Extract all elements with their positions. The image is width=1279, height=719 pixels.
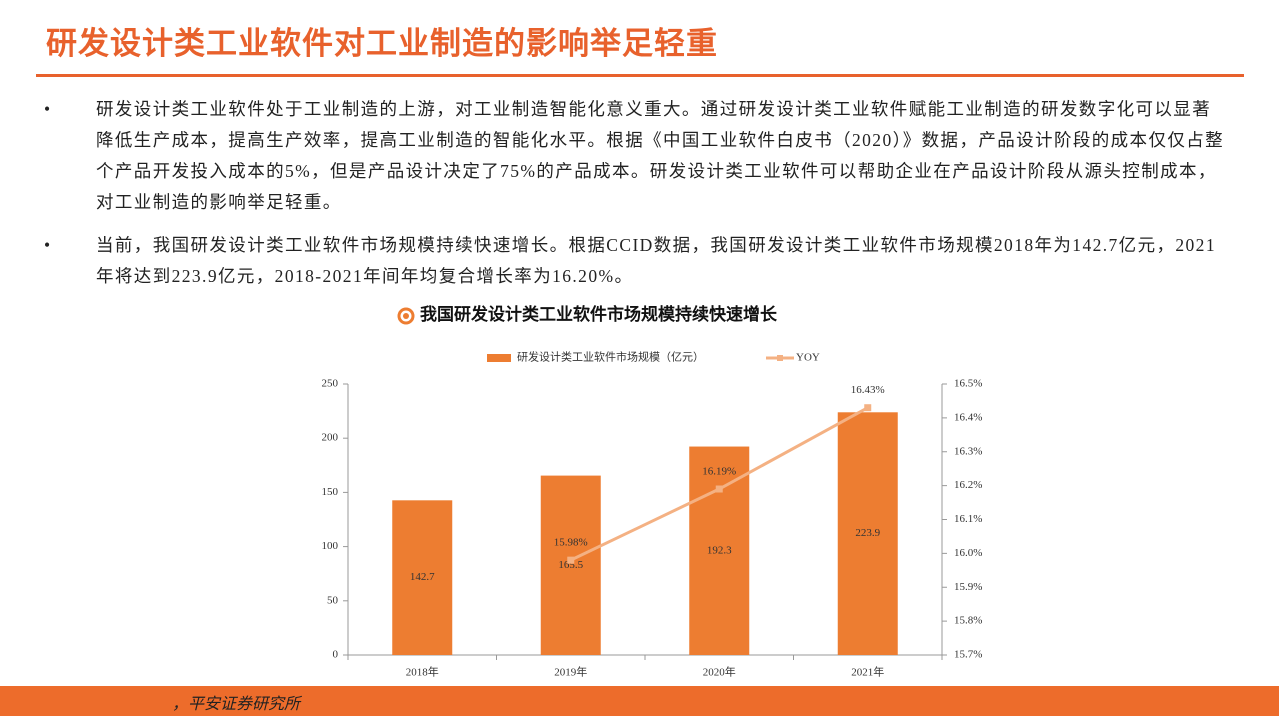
x-tick-label: 2018年 — [406, 665, 439, 679]
bar — [540, 475, 601, 655]
yoy-value-label: 16.19% — [702, 466, 736, 478]
yoy-marker — [567, 556, 575, 564]
y2-tick-label: 16.2% — [954, 479, 982, 491]
y2-tick-label: 15.9% — [954, 581, 982, 593]
y2-tick-label: 16.4% — [954, 411, 982, 423]
bullet-text: 当前，我国研发设计类工业软件市场规模持续快速增长。根据CCID数据，我国研发设计… — [44, 230, 1226, 292]
bar — [392, 500, 453, 655]
bar-value-label: 192.3 — [707, 544, 732, 556]
y-tick-label: 250 — [322, 378, 339, 390]
x-tick-label: 2021年 — [851, 665, 884, 679]
y2-tick-label: 15.8% — [954, 615, 982, 627]
bullet-text: 研发设计类工业软件处于工业制造的上游，对工业制造智能化意义重大。通过研发设计类工… — [44, 94, 1226, 218]
bar-value-label: 223.9 — [855, 527, 880, 539]
y-tick-label: 50 — [327, 594, 339, 606]
title-icon — [397, 307, 415, 325]
bar-value-label: 142.7 — [410, 571, 435, 583]
source-note: ，平安证券研究所 — [172, 696, 301, 713]
y-tick-label: 200 — [322, 432, 339, 444]
bar — [689, 446, 750, 655]
y-tick-label: 150 — [322, 486, 339, 498]
yoy-marker — [864, 404, 872, 412]
yoy-marker — [715, 485, 723, 493]
bar — [837, 412, 898, 655]
y2-tick-label: 15.7% — [954, 649, 982, 661]
slide-title: 研发设计类工业软件对工业制造的影响举足轻重 — [46, 26, 718, 62]
y-tick-label: 100 — [322, 540, 339, 552]
legend-marker — [777, 355, 783, 361]
y2-tick-label: 16.1% — [954, 513, 982, 525]
x-tick-label: 2020年 — [703, 665, 736, 679]
legend-label: YOY — [796, 352, 820, 364]
yoy-value-label: 16.43% — [851, 384, 885, 396]
x-tick-label: 2019年 — [554, 665, 587, 679]
y2-tick-label: 16.0% — [954, 547, 982, 559]
legend-swatch — [487, 354, 511, 362]
footer-band: ，平安证券研究所 — [0, 686, 1279, 716]
chart-title: 我国研发设计类工业软件市场规模持续快速增长 — [420, 304, 778, 324]
chart: 我国研发设计类工业软件市场规模持续快速增长 0 50 100 150 200 250 15.… — [322, 304, 983, 679]
y-tick-label: 0 — [333, 649, 339, 661]
y2-tick-label: 16.5% — [954, 378, 982, 390]
yoy-value-label: 15.98% — [554, 537, 588, 549]
legend-label: 研发设计类工业软件市场规模（亿元） — [517, 350, 704, 364]
title-icon-dot — [403, 313, 409, 319]
bar-value-label: 165.5 — [558, 559, 583, 571]
y2-tick-label: 16.3% — [954, 445, 982, 457]
title-rule — [36, 74, 1244, 77]
